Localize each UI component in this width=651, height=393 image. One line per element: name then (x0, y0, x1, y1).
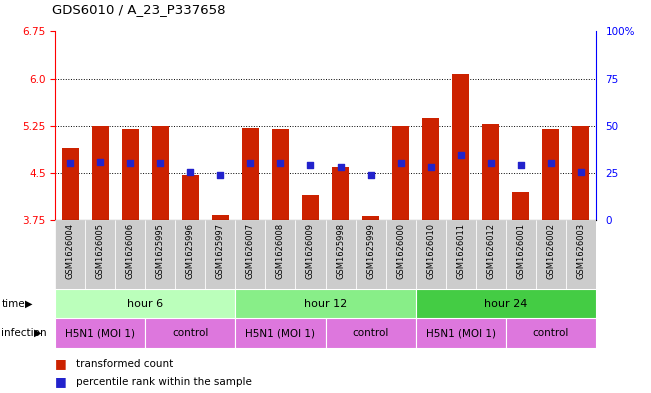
Text: GSM1626006: GSM1626006 (126, 223, 135, 279)
Text: GSM1626000: GSM1626000 (396, 223, 405, 279)
Bar (296, 220, 326, 289)
Text: GSM1625997: GSM1625997 (216, 223, 225, 279)
Point (245, 160, 256, 167)
Point (516, 162, 526, 169)
Text: GSM1625996: GSM1625996 (186, 223, 195, 279)
Bar (536, 220, 566, 289)
Bar (115, 220, 145, 289)
Bar (212, 215, 229, 220)
Text: hour 24: hour 24 (484, 299, 527, 309)
Text: GSM1626011: GSM1626011 (456, 223, 465, 279)
Bar (362, 216, 379, 220)
Text: GSM1626002: GSM1626002 (546, 223, 555, 279)
Bar (182, 175, 199, 220)
Bar (152, 126, 169, 220)
Bar (326, 318, 415, 348)
Text: GSM1626007: GSM1626007 (246, 223, 255, 279)
Bar (145, 318, 236, 348)
Bar (55, 318, 145, 348)
Bar (302, 195, 319, 220)
Text: GSM1626010: GSM1626010 (426, 223, 435, 279)
Point (305, 162, 316, 169)
Point (486, 160, 496, 167)
Bar (452, 73, 469, 220)
Text: control: control (533, 328, 569, 338)
Text: ▶: ▶ (34, 328, 42, 338)
Bar (236, 318, 326, 348)
Text: H5N1 (MOI 1): H5N1 (MOI 1) (245, 328, 316, 338)
Bar (236, 220, 266, 289)
Bar (415, 289, 596, 318)
Point (546, 160, 556, 167)
Text: GSM1625998: GSM1625998 (336, 223, 345, 279)
Point (155, 160, 165, 167)
Bar (55, 220, 85, 289)
Bar (355, 220, 385, 289)
Bar (566, 220, 596, 289)
Point (365, 172, 376, 178)
Bar (385, 220, 415, 289)
Text: GSM1626012: GSM1626012 (486, 223, 495, 279)
Bar (415, 318, 506, 348)
Text: H5N1 (MOI 1): H5N1 (MOI 1) (65, 328, 135, 338)
Bar (542, 129, 559, 220)
Bar (332, 167, 349, 220)
Text: hour 6: hour 6 (128, 299, 163, 309)
Point (95, 158, 105, 165)
Text: percentile rank within the sample: percentile rank within the sample (76, 377, 252, 387)
Point (395, 160, 406, 167)
Bar (482, 124, 499, 220)
Bar (415, 220, 445, 289)
Text: GSM1626009: GSM1626009 (306, 223, 315, 279)
Bar (62, 148, 79, 220)
Bar (242, 128, 258, 220)
Bar (422, 118, 439, 220)
Text: GDS6010 / A_23_P337658: GDS6010 / A_23_P337658 (52, 3, 226, 17)
Text: ■: ■ (55, 375, 67, 388)
Bar (145, 220, 175, 289)
Bar (476, 220, 506, 289)
Text: infection: infection (1, 328, 47, 338)
Text: ■: ■ (55, 357, 67, 370)
Bar (85, 220, 115, 289)
Point (215, 172, 226, 178)
Text: time: time (1, 299, 25, 309)
Bar (326, 220, 355, 289)
Point (575, 169, 586, 175)
Point (456, 152, 466, 158)
Bar (92, 126, 109, 220)
Text: control: control (352, 328, 389, 338)
Point (335, 163, 346, 170)
Text: GSM1626005: GSM1626005 (96, 223, 105, 279)
Text: transformed count: transformed count (76, 359, 173, 369)
Point (65, 160, 76, 167)
Bar (272, 129, 289, 220)
Point (186, 169, 196, 175)
Point (275, 160, 286, 167)
Bar (266, 220, 296, 289)
Bar (506, 318, 596, 348)
Text: H5N1 (MOI 1): H5N1 (MOI 1) (426, 328, 495, 338)
Text: ▶: ▶ (25, 299, 33, 309)
Text: GSM1626004: GSM1626004 (66, 223, 75, 279)
Bar (512, 192, 529, 220)
Bar (393, 126, 409, 220)
Bar (175, 220, 206, 289)
Text: control: control (173, 328, 208, 338)
Point (425, 163, 436, 170)
Text: GSM1625995: GSM1625995 (156, 223, 165, 279)
Text: GSM1626008: GSM1626008 (276, 223, 285, 279)
Text: GSM1626001: GSM1626001 (516, 223, 525, 279)
Bar (122, 129, 139, 220)
Bar (55, 289, 236, 318)
Bar (206, 220, 236, 289)
Text: hour 12: hour 12 (304, 299, 347, 309)
Bar (572, 126, 589, 220)
Bar (445, 220, 476, 289)
Bar (236, 289, 415, 318)
Text: GSM1625999: GSM1625999 (366, 223, 375, 279)
Point (125, 160, 135, 167)
Bar (506, 220, 536, 289)
Text: GSM1626003: GSM1626003 (576, 223, 585, 279)
